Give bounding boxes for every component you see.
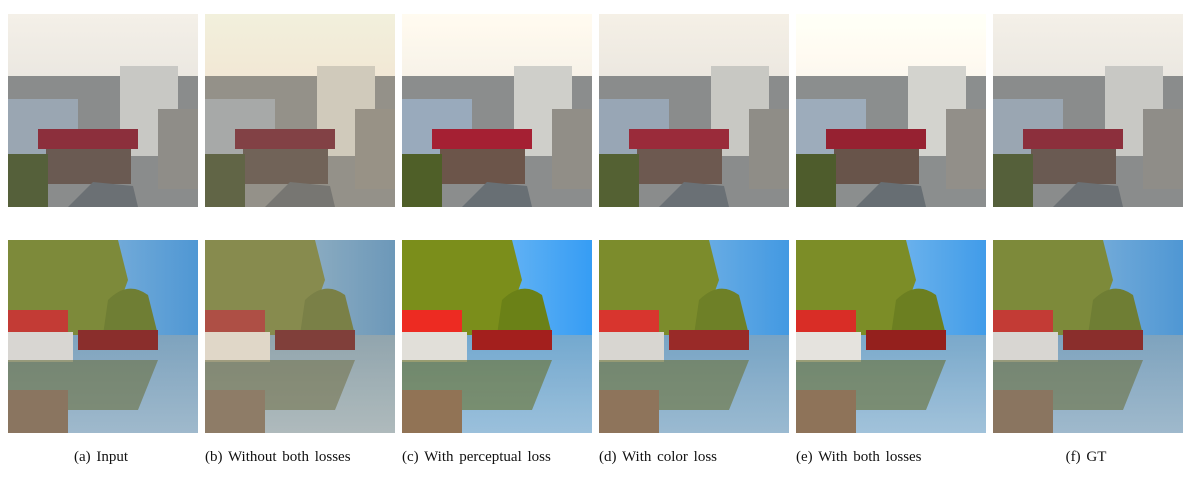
image-content — [993, 240, 1183, 433]
image-content — [599, 240, 789, 433]
image-content — [796, 240, 986, 433]
caption: (c) With perceptual loss — [402, 449, 551, 465]
image-content — [796, 14, 986, 207]
image-content — [205, 240, 395, 433]
result-image — [599, 14, 789, 207]
image-content — [8, 240, 198, 433]
image-content — [8, 14, 198, 207]
result-image — [402, 240, 592, 433]
result-image — [993, 14, 1183, 207]
result-image — [205, 14, 395, 207]
result-image — [8, 14, 198, 207]
result-image — [402, 14, 592, 207]
caption: (b) Without both losses — [205, 449, 351, 465]
caption: (a) Input — [73, 449, 129, 465]
caption: (d) With color loss — [599, 449, 718, 465]
result-image — [599, 240, 789, 433]
result-image — [796, 240, 986, 433]
result-image — [205, 240, 395, 433]
image-content — [599, 14, 789, 207]
result-image — [993, 240, 1183, 433]
result-image — [8, 240, 198, 433]
caption: (f) GT — [1065, 449, 1107, 465]
caption: (e) With both losses — [796, 449, 922, 465]
image-content — [402, 14, 592, 207]
image-content — [205, 14, 395, 207]
image-content — [993, 14, 1183, 207]
image-content — [402, 240, 592, 433]
result-image — [796, 14, 986, 207]
